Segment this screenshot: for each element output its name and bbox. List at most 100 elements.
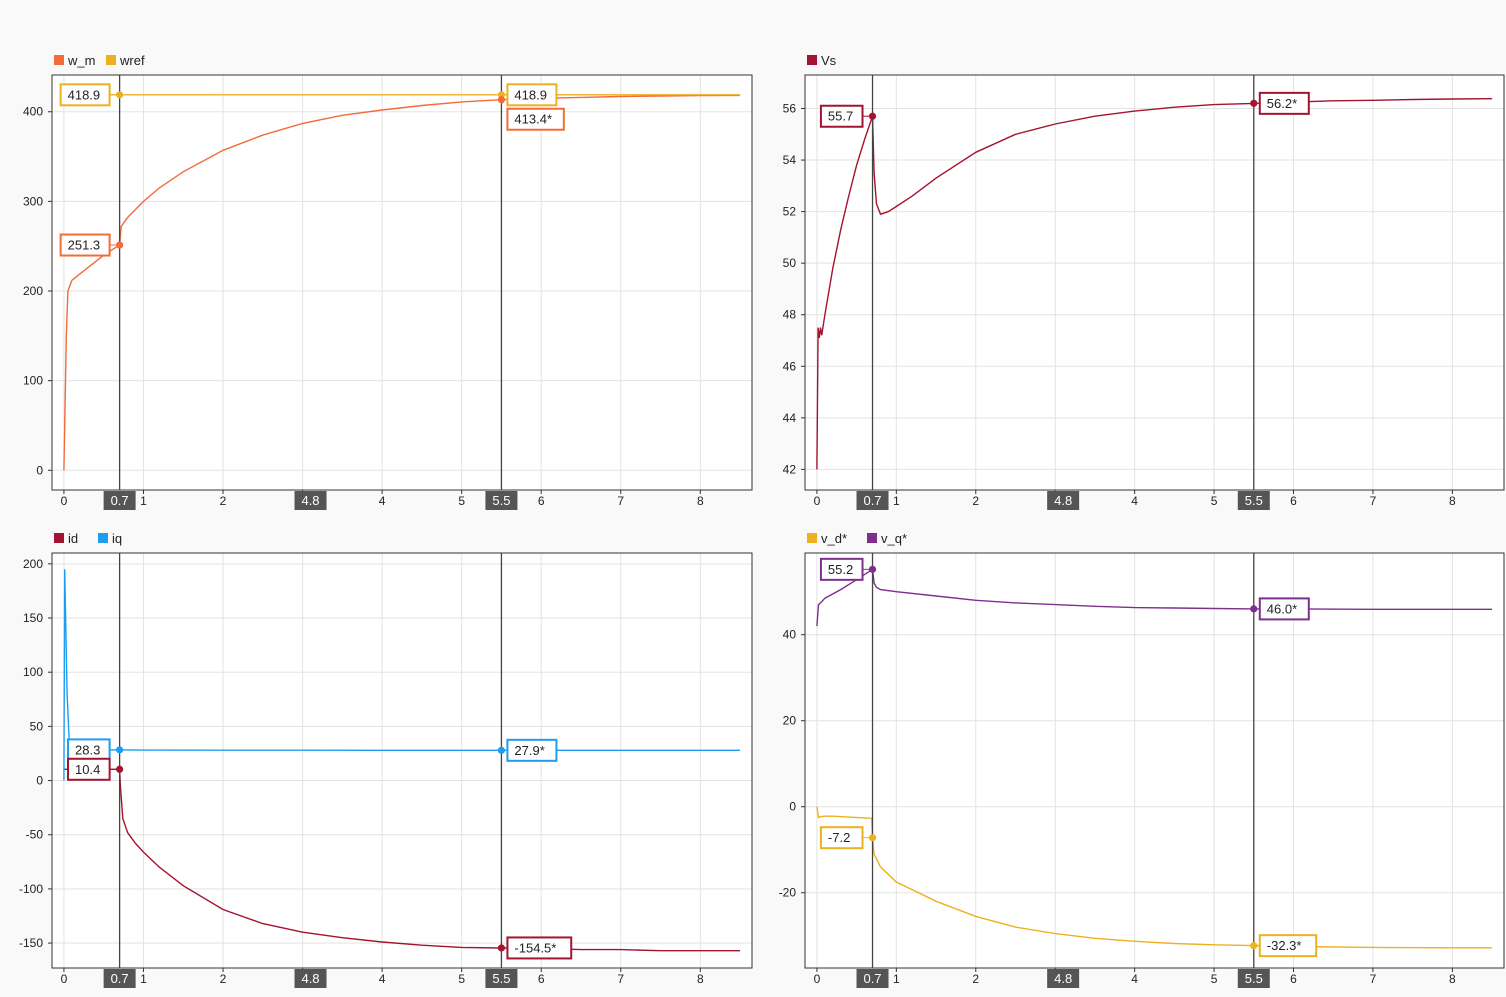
y-tick-label: -50 xyxy=(26,828,44,842)
datatip-box[interactable] xyxy=(1258,91,1310,115)
y-tick-label: 150 xyxy=(23,611,43,625)
legend-label: iq xyxy=(112,531,122,546)
datatip-marker[interactable] xyxy=(868,834,877,842)
datatip-box[interactable] xyxy=(1258,934,1318,958)
plot-frame xyxy=(51,552,753,969)
legend-label: v_d* xyxy=(821,531,847,546)
x-tick-label: 6 xyxy=(538,972,545,986)
datatip-box[interactable] xyxy=(506,936,573,960)
x-tick-label: 7 xyxy=(1370,494,1377,508)
cursor-badge[interactable] xyxy=(856,491,889,510)
datatip-label: 27.9* xyxy=(514,743,544,758)
cursor-delta-badge xyxy=(1047,491,1080,510)
y-tick-label: 56 xyxy=(783,102,797,116)
y-tick-label: 54 xyxy=(783,153,797,167)
x-tick-label: 1 xyxy=(893,972,900,986)
series-line-iq xyxy=(63,569,741,781)
datatip-marker[interactable] xyxy=(497,96,506,104)
datatip-box[interactable] xyxy=(59,233,111,257)
datatip-marker[interactable] xyxy=(497,746,506,754)
cursor-badge-label: 0.7 xyxy=(111,493,129,508)
y-tick-label: 20 xyxy=(783,714,797,728)
datatip-box[interactable] xyxy=(819,557,864,581)
cursor-badge-label: 5.5 xyxy=(492,971,510,986)
y-tick-label: 400 xyxy=(23,105,43,119)
cursor-badge-label: 5.5 xyxy=(1245,493,1263,508)
legend-label: v_q* xyxy=(881,531,907,546)
x-tick-label: 5 xyxy=(458,972,465,986)
x-tick-label: 5 xyxy=(1211,494,1218,508)
cursor-badge[interactable] xyxy=(1237,969,1270,988)
plot-frame xyxy=(804,552,1505,969)
legend-label: wref xyxy=(119,53,145,68)
x-tick-label: 0 xyxy=(814,494,821,508)
datatip-label: -154.5* xyxy=(514,940,556,955)
plot-frame xyxy=(804,74,1505,491)
datatip-marker[interactable] xyxy=(868,112,877,120)
datatip-box[interactable] xyxy=(819,104,864,128)
datatip-box[interactable] xyxy=(506,83,558,107)
y-tick-label: 50 xyxy=(30,719,44,733)
cursor-badge[interactable] xyxy=(103,491,136,510)
series-line-wm xyxy=(63,94,741,471)
datatip-marker[interactable] xyxy=(1250,99,1258,107)
plot-area[interactable] xyxy=(52,75,752,490)
plot-area[interactable] xyxy=(52,553,752,968)
x-tick-label: 5 xyxy=(458,494,465,508)
legend-swatch xyxy=(106,55,116,65)
cursor-badge-label: 5.5 xyxy=(492,493,510,508)
cursor-badge[interactable] xyxy=(1237,491,1270,510)
datatip-label: 56.2* xyxy=(1267,96,1297,111)
cursor-badge-label: 0.7 xyxy=(863,971,881,986)
x-tick-label: 4 xyxy=(1131,972,1138,986)
cursor-badge[interactable] xyxy=(485,969,518,988)
plot-panel-1: 01234567801002003004000.75.54.8w_mwref41… xyxy=(23,53,753,510)
datatip-box[interactable] xyxy=(506,738,558,762)
y-tick-label: 100 xyxy=(23,374,43,388)
cursor-delta-label: 4.8 xyxy=(1054,971,1072,986)
y-tick-label: 0 xyxy=(789,800,796,814)
cursor-delta-label: 4.8 xyxy=(301,493,319,508)
plot-area[interactable] xyxy=(805,75,1504,490)
x-tick-label: 0 xyxy=(61,972,68,986)
cursor-badge[interactable] xyxy=(103,969,136,988)
x-tick-label: 1 xyxy=(140,972,147,986)
plot-area[interactable] xyxy=(805,553,1504,968)
datatip-box[interactable] xyxy=(819,826,864,850)
y-tick-label: 300 xyxy=(23,194,43,208)
cursor-badge-label: 0.7 xyxy=(111,971,129,986)
legend-swatch xyxy=(807,533,817,543)
datatip-marker[interactable] xyxy=(116,746,124,754)
datatip-marker[interactable] xyxy=(868,565,877,573)
datatip-marker[interactable] xyxy=(116,241,124,249)
x-tick-label: 2 xyxy=(972,972,979,986)
datatip-marker[interactable] xyxy=(116,91,124,99)
datatip-label: 46.0* xyxy=(1267,601,1297,616)
x-tick-label: 6 xyxy=(538,494,545,508)
cursor-badge[interactable] xyxy=(856,969,889,988)
legend-swatch xyxy=(98,533,108,543)
datatip-label: 251.3 xyxy=(68,238,101,253)
y-tick-label: 44 xyxy=(783,411,797,425)
x-tick-label: 2 xyxy=(972,494,979,508)
datatip-marker[interactable] xyxy=(497,91,506,99)
cursor-delta-label: 4.8 xyxy=(301,971,319,986)
y-tick-label: -100 xyxy=(19,882,43,896)
datatip-label: 10.4 xyxy=(75,762,100,777)
y-tick-label: 48 xyxy=(783,308,797,322)
x-tick-label: 0 xyxy=(61,494,68,508)
legend-label: w_m xyxy=(67,53,95,68)
datatip-marker[interactable] xyxy=(1250,942,1258,950)
datatip-box[interactable] xyxy=(1258,597,1310,621)
plot-panel-2: 01234567842444648505254560.75.54.8Vs55.7… xyxy=(783,53,1505,510)
datatip-marker[interactable] xyxy=(116,765,124,773)
datatip-box[interactable] xyxy=(67,757,111,781)
datatip-box[interactable] xyxy=(59,83,111,107)
datatip-marker[interactable] xyxy=(1250,605,1258,613)
datatip-label: 28.3 xyxy=(75,742,100,757)
cursor-badge[interactable] xyxy=(485,491,518,510)
datatip-marker[interactable] xyxy=(497,944,506,952)
x-tick-label: 0 xyxy=(814,972,821,986)
datatip-box[interactable] xyxy=(506,107,565,131)
